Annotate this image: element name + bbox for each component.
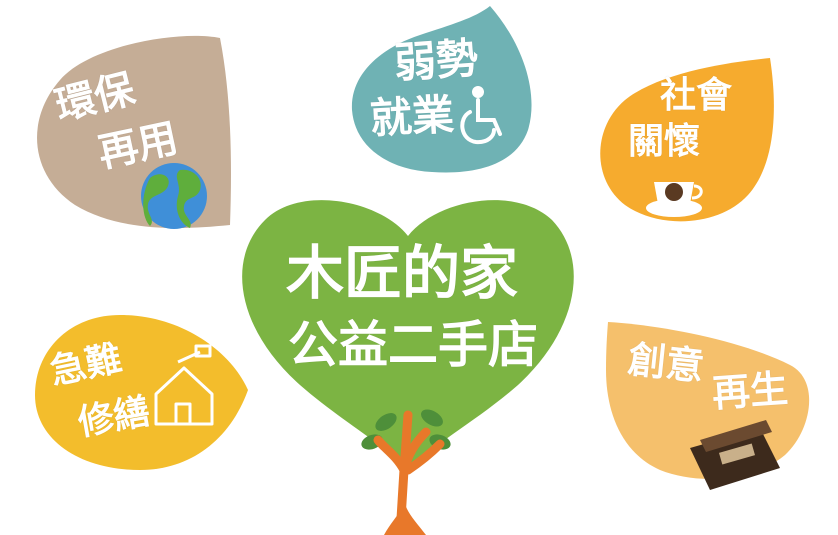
house-hammer-icon: [154, 344, 214, 426]
employment-line1: 弱勢: [392, 33, 480, 88]
center-title-line1: 木匠的家: [286, 239, 519, 307]
heart-shape: [242, 200, 574, 470]
leaf-social: [600, 58, 774, 222]
social-line1: 社會: [660, 75, 733, 116]
wood-product-icon: [690, 420, 780, 490]
social-line2: 關懷: [628, 121, 701, 162]
upcycle-line1: 創意: [625, 337, 707, 389]
employment-line2: 就業: [368, 89, 456, 144]
coffee-cup-icon: [646, 182, 703, 217]
globe-icon: [141, 163, 207, 229]
wheelchair-icon: [460, 86, 502, 145]
leaf-employment: [351, 6, 532, 173]
upcycle-line2: 再生: [710, 366, 790, 416]
center-title-line2: 公益二手店: [288, 316, 538, 374]
tree-icon: [361, 409, 451, 535]
